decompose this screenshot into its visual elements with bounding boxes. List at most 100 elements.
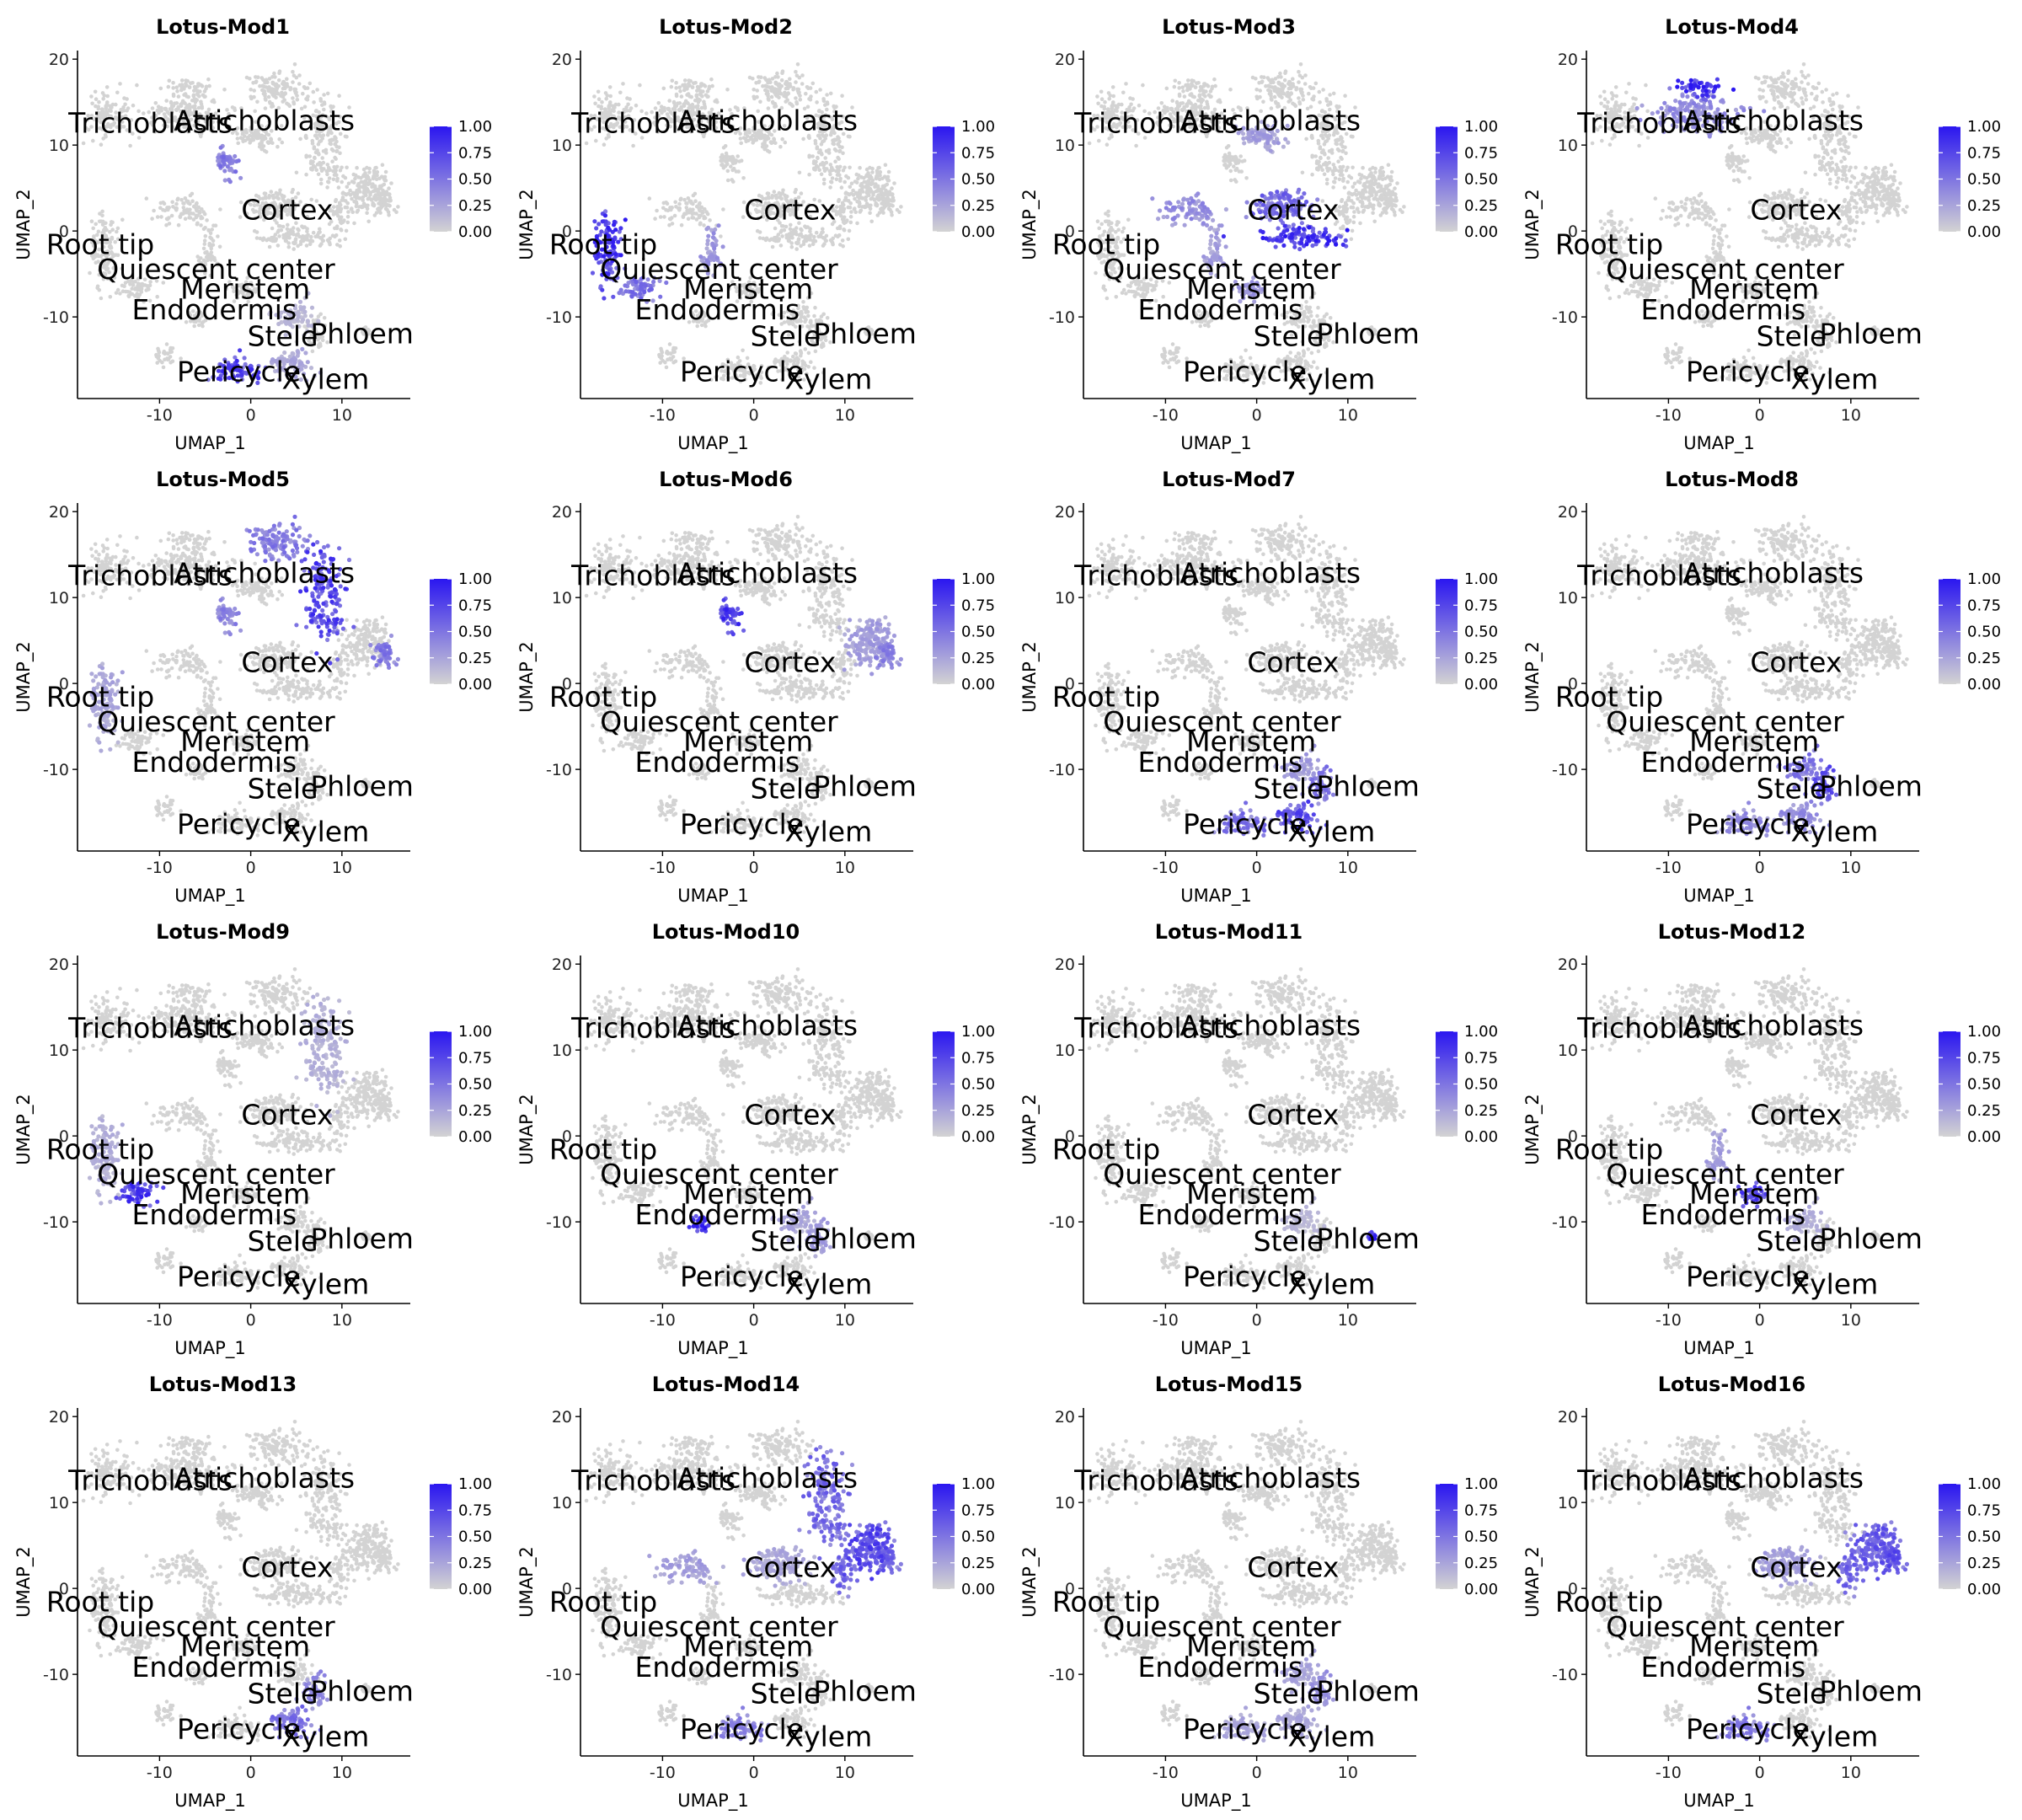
cell-point: [331, 233, 335, 238]
cell-point: [789, 227, 793, 231]
cell-point: [631, 144, 635, 148]
cell-point: [693, 211, 697, 216]
cell-point: [1274, 77, 1278, 81]
cell-point: [305, 229, 309, 233]
cell-point: [662, 215, 666, 219]
cell-point: [719, 234, 723, 238]
cell-point: [89, 94, 94, 99]
cell-point: [1204, 89, 1208, 94]
cell-point: [337, 146, 341, 150]
cell-point: [276, 244, 281, 248]
cell-point: [1362, 195, 1367, 200]
cell-point: [778, 145, 783, 149]
cell-point: [1369, 203, 1373, 207]
cell-point: [592, 94, 596, 99]
y-tick-label: 20: [552, 51, 572, 69]
cell-point: [115, 91, 120, 95]
cell-point: [1186, 78, 1190, 83]
cell-point: [772, 238, 776, 243]
cell-point: [787, 239, 791, 244]
cluster-label: Cortex: [241, 194, 333, 227]
cell-point: [703, 84, 708, 88]
cell-point: [1399, 208, 1403, 212]
cell-point: [1393, 210, 1397, 214]
cell-point: [233, 154, 237, 158]
cell-point: [842, 180, 847, 185]
cell-point: [834, 148, 838, 153]
cell-point: [297, 228, 301, 233]
cell-point: [840, 146, 844, 150]
cell-point: [820, 142, 824, 147]
cell-point: [94, 222, 98, 227]
cell-point: [709, 78, 714, 82]
cell-point: [1380, 166, 1384, 170]
cell-point: [1312, 98, 1316, 102]
cell-point: [276, 228, 281, 233]
cell-point: [1228, 159, 1232, 163]
cell-point: [848, 185, 853, 190]
cell-point: [186, 200, 190, 204]
cell-point: [199, 217, 203, 221]
cell-point: [1291, 77, 1295, 81]
cell-point: [1234, 162, 1238, 166]
cell-point: [312, 164, 316, 169]
cell-point: [815, 164, 819, 169]
cell-point: [304, 154, 308, 158]
y-tick-label: 10: [49, 136, 69, 155]
cell-point: [1313, 154, 1318, 158]
cell-point: [848, 166, 852, 170]
cell-point: [673, 201, 677, 205]
cell-point: [829, 163, 833, 167]
cell-point: [711, 235, 715, 239]
cell-point: [253, 229, 257, 233]
cell-point: [1343, 94, 1347, 98]
cell-point: [600, 288, 604, 292]
cell-point: [110, 220, 114, 224]
cell-point: [165, 342, 169, 346]
cell-point: [1339, 156, 1343, 160]
cell-point: [192, 94, 196, 98]
cell-point: [277, 234, 281, 238]
cell-point: [1385, 201, 1389, 206]
cell-point: [867, 185, 871, 190]
cell-point: [596, 90, 601, 94]
cell-point: [868, 211, 872, 215]
cell-point: [798, 171, 802, 175]
cell-point: [334, 169, 338, 173]
cell-point: [367, 170, 372, 174]
cell-point: [389, 181, 393, 185]
x-tick-label: 0: [749, 406, 759, 425]
cell-point: [196, 209, 201, 213]
cell-point: [771, 89, 775, 94]
cell-point: [840, 94, 844, 98]
cell-point: [822, 139, 826, 143]
cell-point: [729, 164, 733, 169]
cell-point: [1361, 166, 1365, 170]
cell-point: [326, 180, 330, 185]
cell-point: [878, 177, 882, 181]
cell-point: [123, 103, 127, 107]
cell-point: [1303, 73, 1308, 78]
cell-point: [1160, 101, 1164, 105]
cell-point: [731, 162, 736, 166]
cell-point: [318, 236, 323, 240]
cell-point: [1370, 182, 1374, 186]
cell-point: [779, 228, 784, 233]
cell-point: [266, 140, 270, 144]
cell-point: [260, 88, 265, 93]
cell-point: [1244, 176, 1249, 180]
cell-point: [766, 92, 770, 96]
cell-point: [1310, 173, 1314, 177]
cluster-label: Phloem: [310, 318, 414, 351]
colorbar-tick-label: 0.25: [458, 197, 492, 215]
cell-point: [338, 152, 342, 156]
cell-point: [853, 197, 857, 201]
cell-point: [345, 206, 350, 210]
cell-point: [1229, 179, 1233, 183]
cell-point: [190, 199, 195, 203]
colorbar-tick-label: 0.75: [458, 144, 492, 162]
cell-point: [841, 217, 845, 222]
y-axis-label: UMAP_2: [516, 189, 538, 260]
cell-point: [189, 216, 193, 220]
colorbar-tick-label: 0.00: [458, 223, 492, 241]
